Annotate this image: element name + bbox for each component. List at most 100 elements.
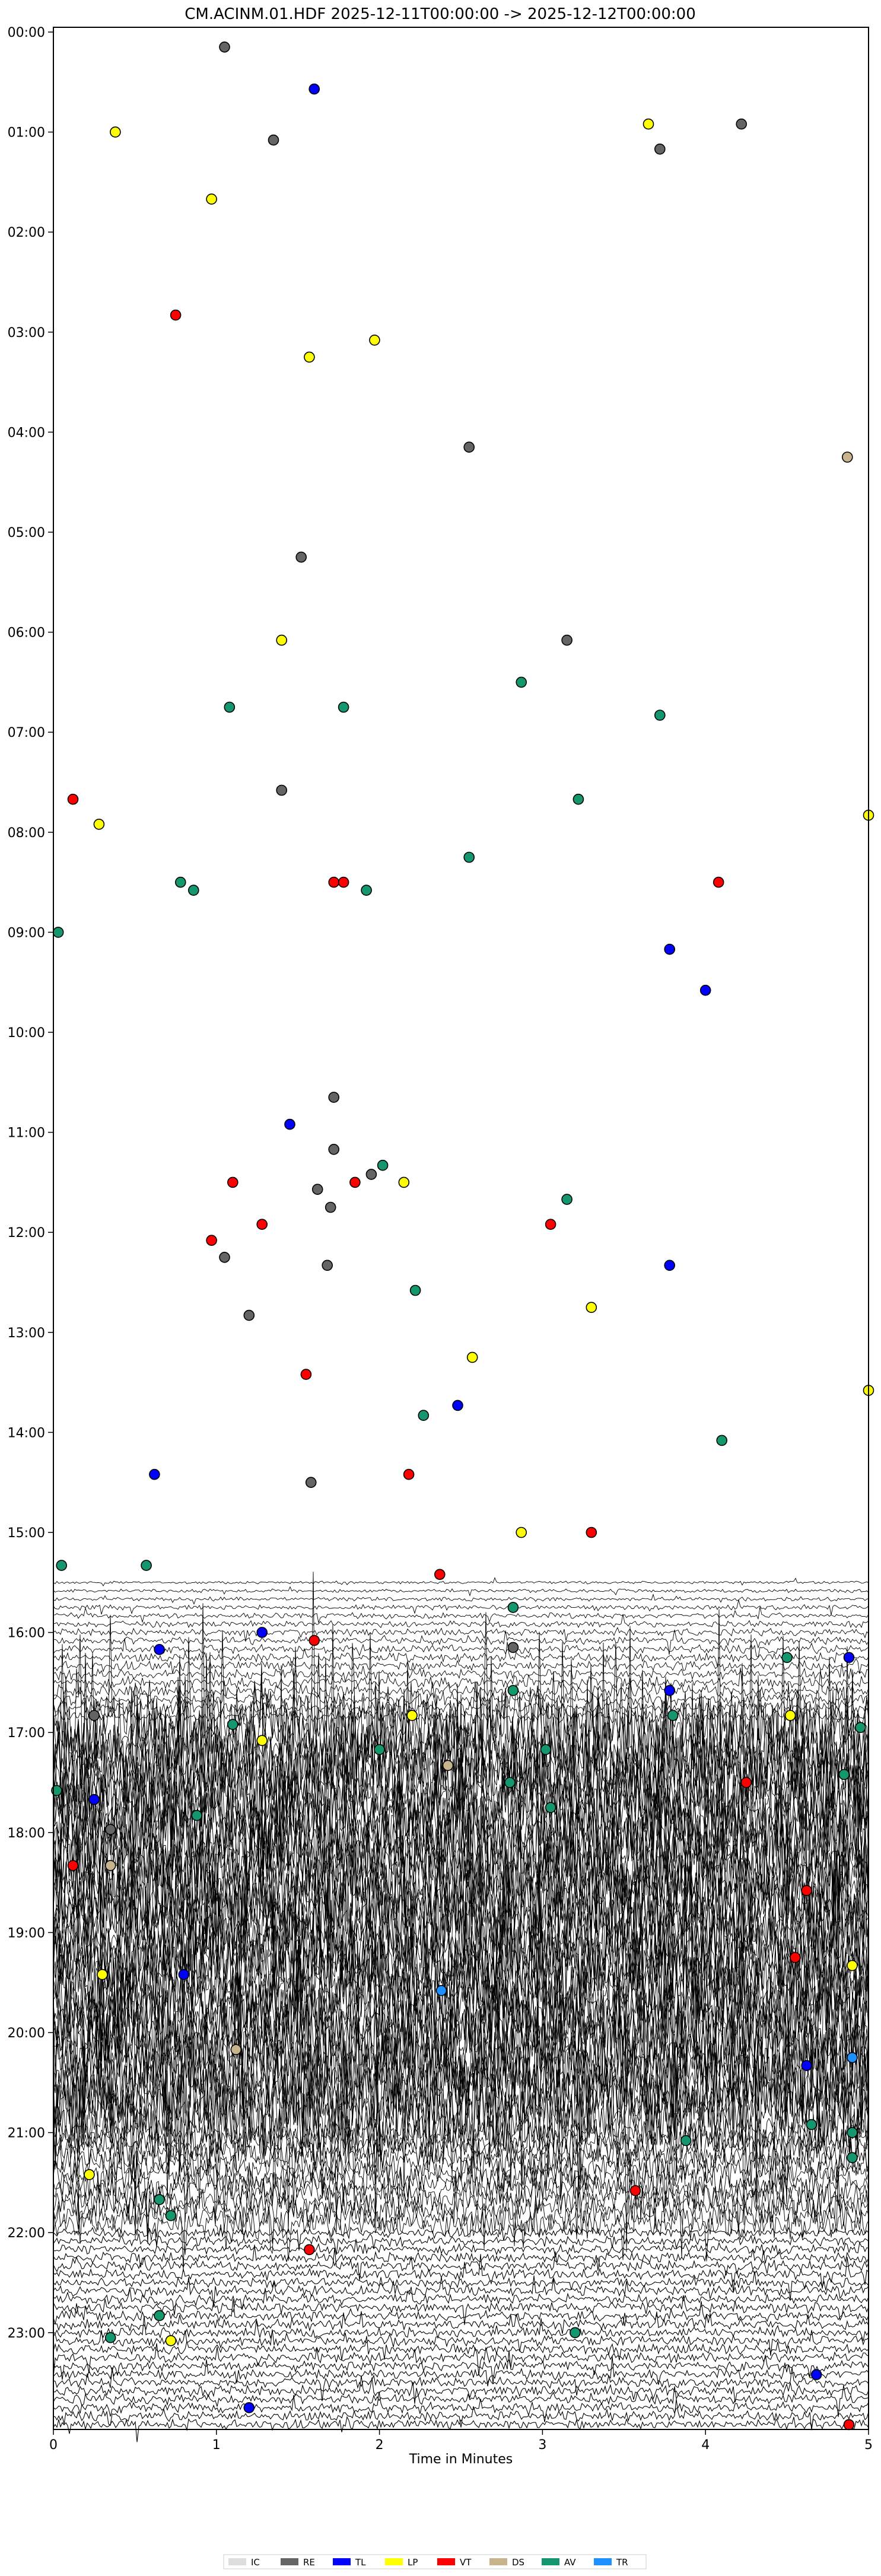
event-point-tl bbox=[308, 83, 320, 95]
event-point-re bbox=[736, 118, 747, 130]
event-point-av bbox=[680, 2135, 692, 2146]
trace-line bbox=[53, 1731, 869, 1970]
event-point-av bbox=[573, 793, 584, 805]
trace-line bbox=[53, 1638, 869, 1658]
event-point-vt bbox=[434, 1569, 446, 1580]
event-point-av bbox=[52, 927, 64, 938]
event-point-re bbox=[219, 42, 230, 53]
trace-line bbox=[53, 1911, 869, 2171]
plot-frame bbox=[53, 27, 869, 2430]
trace-line bbox=[53, 1860, 869, 2120]
event-point-re bbox=[365, 1169, 377, 1180]
trace-line bbox=[53, 1857, 869, 2145]
trace-line bbox=[53, 2238, 869, 2258]
event-point-lp bbox=[256, 1735, 268, 1746]
trace-line bbox=[53, 1898, 869, 2164]
trace-line bbox=[53, 1947, 869, 2240]
y-tick-label: 10:00 bbox=[8, 1026, 45, 1041]
event-point-lp bbox=[643, 118, 654, 130]
event-point-re bbox=[88, 1710, 100, 1721]
event-point-av bbox=[51, 1785, 62, 1796]
event-point-av bbox=[716, 1435, 727, 1446]
trace-line bbox=[53, 2343, 869, 2377]
event-point-av bbox=[141, 1560, 152, 1571]
event-point-av bbox=[361, 885, 372, 896]
y-tick-label: 13:00 bbox=[8, 1326, 45, 1341]
y-tick-label: 12:00 bbox=[8, 1226, 45, 1241]
event-point-vt bbox=[304, 2244, 315, 2256]
event-point-av bbox=[338, 701, 349, 713]
y-tick-label: 14:00 bbox=[8, 1426, 45, 1440]
event-point-re bbox=[328, 1092, 340, 1103]
x-axis: 0 1 2 3 4 5 bbox=[49, 2429, 873, 2453]
trace-line bbox=[53, 2367, 869, 2402]
trace-line bbox=[53, 1607, 869, 1624]
event-point-av bbox=[224, 701, 236, 713]
event-point-av bbox=[377, 1159, 389, 1171]
event-point-tl bbox=[149, 1468, 160, 1480]
x-tick-label: 5 bbox=[864, 2438, 873, 2453]
event-point-lp bbox=[406, 1710, 418, 1721]
event-point-vt bbox=[300, 1369, 312, 1380]
event-point-re bbox=[654, 144, 666, 155]
event-markers bbox=[51, 42, 874, 2431]
y-tick-label: 04:00 bbox=[8, 425, 45, 440]
event-point-tl bbox=[810, 2369, 822, 2380]
trace-line bbox=[53, 1627, 869, 1642]
legend-label-av: AV bbox=[564, 2557, 576, 2568]
event-point-lp bbox=[398, 1176, 410, 1188]
y-tick-label: 22:00 bbox=[8, 2226, 45, 2241]
y-axis: 00:00 01:00 02:00 03:00 04:00 05:00 06:00 07:00… bbox=[8, 26, 53, 2341]
event-point-re bbox=[243, 1309, 255, 1321]
trace-line bbox=[53, 1886, 869, 2154]
event-point-av bbox=[409, 1284, 421, 1296]
x-tick-label: 0 bbox=[49, 2438, 58, 2453]
y-tick-label: 18:00 bbox=[8, 1826, 45, 1841]
legend-label-vt: VT bbox=[460, 2557, 472, 2568]
trace-line bbox=[53, 1594, 869, 1605]
trace-line bbox=[53, 2385, 869, 2418]
event-point-vt bbox=[256, 1219, 268, 1230]
y-tick-label: 08:00 bbox=[8, 826, 45, 841]
event-point-lp bbox=[784, 1710, 796, 1721]
trace-line bbox=[53, 2416, 869, 2443]
trace-line bbox=[53, 1658, 869, 1674]
event-point-lp bbox=[165, 2335, 177, 2346]
event-point-av bbox=[847, 2127, 858, 2138]
event-point-vt bbox=[338, 876, 349, 888]
event-point-av bbox=[516, 676, 527, 688]
y-tick-label: 01:00 bbox=[8, 126, 45, 141]
trace-line bbox=[53, 1834, 869, 2125]
y-tick-label: 15:00 bbox=[8, 1526, 45, 1541]
trace-line bbox=[53, 2329, 869, 2356]
trace-line bbox=[53, 2095, 869, 2186]
legend-swatch-re bbox=[281, 2558, 298, 2565]
event-point-re bbox=[305, 1477, 317, 1488]
event-point-lp bbox=[466, 1351, 478, 1363]
event-point-tl bbox=[664, 1685, 675, 1696]
event-point-lp bbox=[847, 1960, 858, 1971]
event-point-av bbox=[191, 1809, 203, 1821]
legend-swatch-tr bbox=[594, 2558, 612, 2565]
event-point-av bbox=[504, 1777, 516, 1788]
event-point-re bbox=[219, 1252, 230, 1263]
trace-line bbox=[53, 2336, 869, 2361]
event-point-tl bbox=[154, 1644, 165, 1655]
trace-line bbox=[53, 1577, 869, 1586]
event-point-tl bbox=[801, 2060, 812, 2071]
event-point-lp bbox=[304, 351, 315, 363]
y-tick-label: 21:00 bbox=[8, 2126, 45, 2141]
event-point-re bbox=[463, 441, 475, 453]
event-point-av bbox=[507, 1685, 519, 1696]
event-point-vt bbox=[586, 1526, 597, 1538]
event-point-re bbox=[322, 1260, 333, 1271]
y-tick-label: 05:00 bbox=[8, 526, 45, 540]
event-point-vt bbox=[843, 2419, 855, 2431]
trace-line bbox=[53, 2350, 869, 2384]
event-point-vt bbox=[403, 1468, 415, 1480]
trace-line bbox=[53, 2311, 869, 2334]
legend-swatch-vt bbox=[437, 2558, 455, 2565]
y-tick-label: 19:00 bbox=[8, 1926, 45, 1941]
y-tick-label: 03:00 bbox=[8, 326, 45, 341]
y-tick-label: 06:00 bbox=[8, 626, 45, 641]
